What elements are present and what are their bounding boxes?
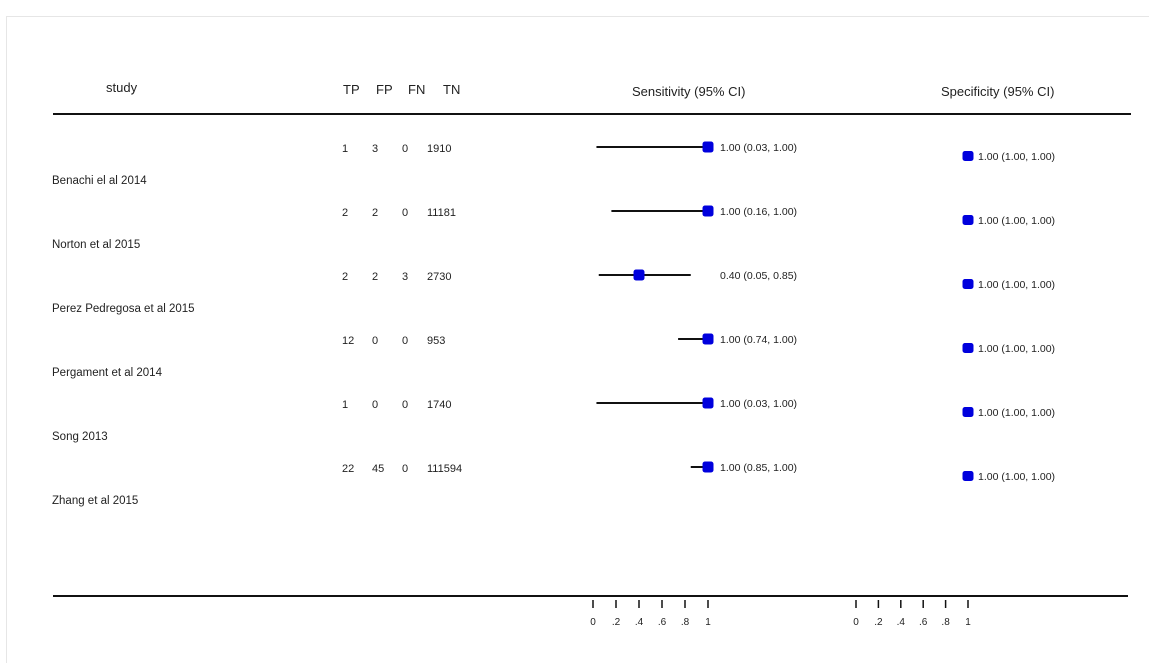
cell-fp: 0 — [372, 399, 379, 411]
study-name: Song 2013 — [52, 431, 108, 443]
study-name: Benachi el al 2014 — [52, 175, 147, 187]
sensitivity-label: 1.00 (0.03, 1.00) — [720, 398, 797, 410]
specificity-label: 1.00 (1.00, 1.00) — [978, 343, 1055, 355]
cell-fn: 0 — [402, 143, 409, 155]
cell-fp: 2 — [372, 271, 379, 283]
specificity-point — [962, 471, 974, 481]
specificity-tick-label: .8 — [941, 617, 950, 628]
cell-fn: 0 — [402, 463, 409, 475]
sensitivity-point — [702, 205, 714, 217]
cell-tp: 1 — [342, 399, 349, 411]
specificity-tick-label: 0 — [853, 617, 859, 628]
cell-tp: 22 — [342, 463, 355, 475]
sensitivity-tick-label: .6 — [658, 617, 667, 628]
cell-tp: 1 — [342, 143, 349, 155]
sensitivity-tick-label: .4 — [635, 617, 644, 628]
specificity-label: 1.00 (1.00, 1.00) — [978, 407, 1055, 419]
specificity-label: 1.00 (1.00, 1.00) — [978, 151, 1055, 163]
sensitivity-label: 1.00 (0.16, 1.00) — [720, 206, 797, 218]
chart-frame — [6, 16, 1149, 663]
header-study: study — [106, 80, 138, 95]
sensitivity-point — [702, 461, 714, 473]
sensitivity-tick-label: 1 — [705, 617, 711, 628]
cell-fp: 0 — [372, 335, 379, 347]
specificity-tick-label: .2 — [874, 617, 883, 628]
specificity-point — [962, 215, 974, 225]
cell-tn: 11181 — [427, 207, 456, 219]
cell-tp: 2 — [342, 207, 349, 219]
sensitivity-label: 1.00 (0.85, 1.00) — [720, 462, 797, 474]
specificity-point — [962, 343, 974, 353]
cell-fn: 3 — [402, 271, 409, 283]
cell-tp: 2 — [342, 271, 349, 283]
cell-fp: 45 — [372, 463, 385, 475]
cell-tn: 2730 — [427, 271, 452, 283]
sensitivity-point — [702, 333, 714, 345]
footer-rule — [53, 595, 1128, 597]
sensitivity-tick-label: 0 — [590, 617, 596, 628]
specificity-label: 1.00 (1.00, 1.00) — [978, 215, 1055, 227]
cell-tn: 111594 — [427, 463, 463, 475]
header-fn: FN — [408, 82, 426, 97]
header-tn: TN — [443, 82, 461, 97]
header-rule — [53, 113, 1131, 115]
sensitivity-label: 1.00 (0.03, 1.00) — [720, 142, 797, 154]
specificity-tick-label: .6 — [919, 617, 928, 628]
sensitivity-point — [702, 141, 714, 153]
sensitivity-point — [702, 397, 714, 409]
cell-tn: 953 — [427, 335, 446, 347]
specificity-tick-label: .4 — [897, 617, 906, 628]
header-fp: FP — [376, 82, 393, 97]
cell-tp: 12 — [342, 335, 355, 347]
specificity-point — [962, 407, 974, 417]
sensitivity-tick-label: .2 — [612, 617, 621, 628]
cell-fn: 0 — [402, 335, 409, 347]
cell-fn: 0 — [402, 207, 409, 219]
specificity-label: 1.00 (1.00, 1.00) — [978, 279, 1055, 291]
study-name: Zhang et al 2015 — [52, 495, 139, 507]
cell-fp: 2 — [372, 207, 379, 219]
header-sensitivity: Sensitivity (95% CI) — [632, 84, 746, 99]
study-name: Pergament et al 2014 — [52, 367, 162, 379]
cell-fp: 3 — [372, 143, 379, 155]
sensitivity-point — [633, 269, 645, 281]
specificity-label: 1.00 (1.00, 1.00) — [978, 471, 1055, 483]
specificity-point — [962, 151, 974, 161]
header-tp: TP — [343, 82, 360, 97]
study-name: Norton et al 2015 — [52, 239, 141, 251]
specificity-tick-label: 1 — [965, 617, 971, 628]
header-specificity: Specificity (95% CI) — [941, 84, 1055, 99]
cell-fn: 0 — [402, 399, 409, 411]
specificity-point — [962, 279, 974, 289]
study-name: Perez Pedregosa et al 2015 — [52, 303, 195, 315]
cell-tn: 1910 — [427, 143, 452, 155]
cell-tn: 1740 — [427, 399, 452, 411]
sensitivity-label: 1.00 (0.74, 1.00) — [720, 334, 797, 346]
sensitivity-label: 0.40 (0.05, 0.85) — [720, 270, 797, 282]
sensitivity-tick-label: .8 — [681, 617, 690, 628]
